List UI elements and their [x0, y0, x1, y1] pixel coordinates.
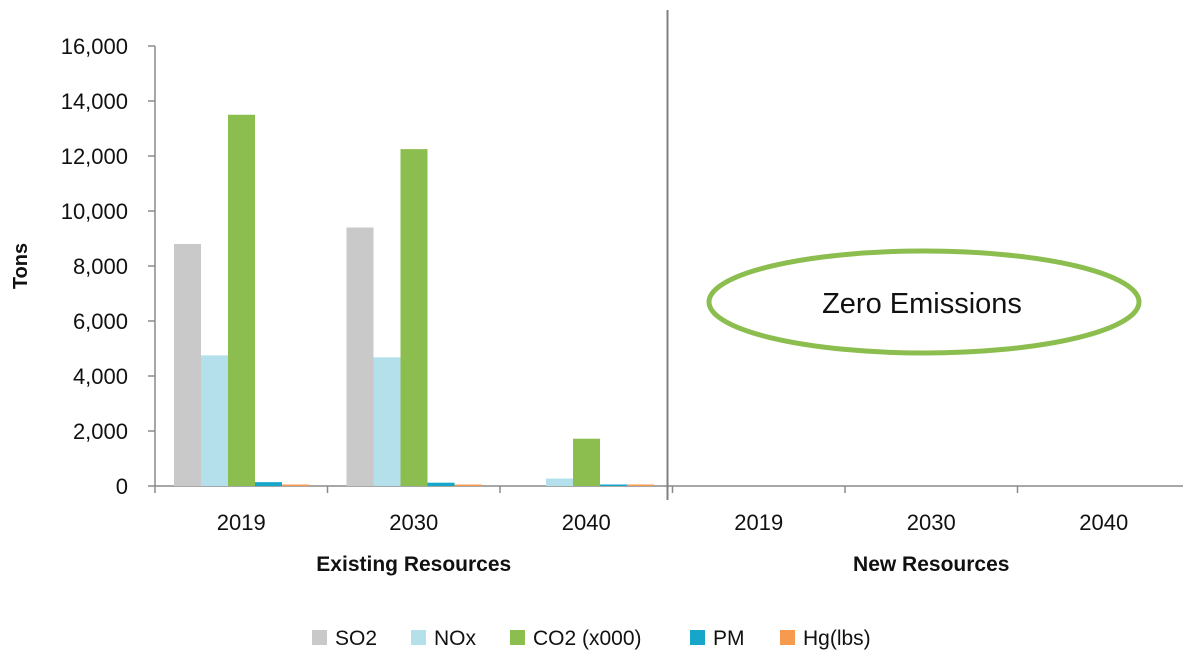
chart-axes [148, 10, 1183, 500]
bar-nox [201, 355, 228, 486]
x-tick-label: 2040 [1079, 510, 1128, 535]
x-tick-label: 2030 [907, 510, 956, 535]
bar-so2 [174, 244, 201, 486]
bar-nox [546, 478, 573, 486]
legend-swatch [690, 630, 705, 645]
y-tick-label: 4,000 [73, 364, 128, 389]
bar-co2-x000 [228, 114, 255, 486]
x-tick-label: 2040 [562, 510, 611, 535]
chart-labels: 0 2,000 4,000 6,000 8,000 10,000 12,000 14,000 1… [61, 34, 1129, 576]
bar-hg-lbs [282, 484, 309, 486]
y-tick-label: 12,000 [61, 144, 128, 169]
legend: SO2 NOx CO2 (x000) PM Hg(lbs) [312, 627, 871, 650]
y-tick-label: 14,000 [61, 89, 128, 114]
legend-label: CO2 (x000) [533, 627, 642, 650]
y-tick-label: 16,000 [61, 34, 128, 59]
y-tick-label: 0 [116, 474, 128, 499]
legend-swatch [510, 630, 525, 645]
y-tick-label: 6,000 [73, 309, 128, 334]
bar-co2-x000 [573, 438, 600, 486]
bar-so2 [346, 227, 374, 486]
group-label: Existing Resources [316, 553, 511, 576]
legend-label: NOx [434, 627, 477, 650]
bar-hg-lbs [454, 484, 482, 486]
annotation-ellipse [706, 248, 1142, 356]
bar-pm [427, 482, 455, 486]
group-label: New Resources [853, 553, 1009, 576]
zero-emissions-annotation: Zero Emissions [706, 248, 1142, 356]
bar-pm [600, 484, 627, 486]
bar-hg-lbs [627, 484, 654, 486]
x-tick-label: 2019 [734, 510, 783, 535]
y-tick-label: 10,000 [61, 199, 128, 224]
y-tick-label: 8,000 [73, 254, 128, 279]
annotation-text: Zero Emissions [822, 288, 1022, 320]
x-tick-label: 2019 [217, 510, 266, 535]
y-axis-label: Tons [10, 243, 32, 289]
legend-label: SO2 [335, 627, 377, 650]
legend-swatch [780, 630, 795, 645]
x-tick-label: 2030 [389, 510, 438, 535]
bar-pm [255, 482, 282, 486]
legend-label: PM [713, 627, 745, 650]
chart-bars [174, 114, 654, 486]
legend-swatch [312, 630, 327, 645]
bar-nox [373, 357, 401, 486]
legend-swatch [411, 630, 426, 645]
bar-co2-x000 [400, 149, 428, 486]
legend-label: Hg(lbs) [803, 627, 871, 650]
y-tick-label: 2,000 [73, 419, 128, 444]
